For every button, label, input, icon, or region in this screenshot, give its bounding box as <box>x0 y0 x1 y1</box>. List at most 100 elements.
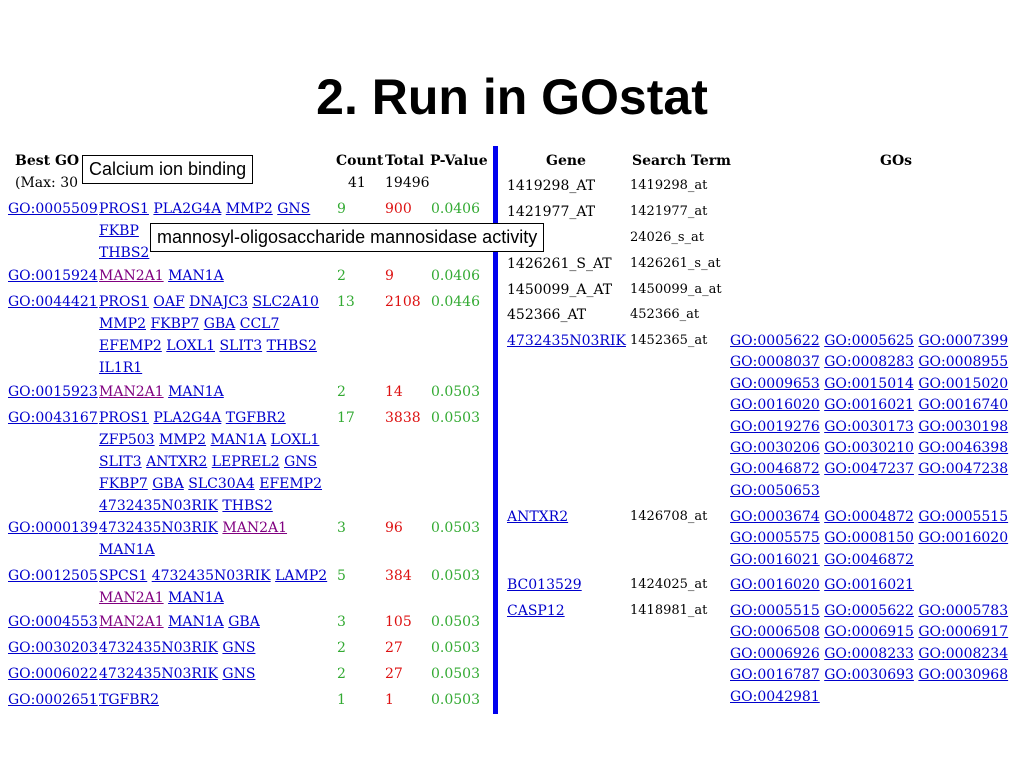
go-term-link[interactable]: GO:0005575 <box>730 530 820 547</box>
gene-link[interactable]: MMP2 <box>99 316 146 332</box>
go-term-link[interactable]: GO:0030210 <box>824 440 914 456</box>
go-term-link[interactable]: GO:0030968 <box>918 667 1009 684</box>
gene-link[interactable]: PLA2G4A <box>153 201 222 217</box>
go-term-link[interactable]: GO:0050653 <box>730 482 820 499</box>
gene-link[interactable]: MAN1A <box>168 614 224 630</box>
go-term-link[interactable]: GO:0016020 <box>918 530 1009 547</box>
gene-link[interactable]: TGFBR2 <box>99 692 159 708</box>
gene-link[interactable]: EFEMP2 <box>99 338 162 354</box>
go-term-link[interactable]: GO:0007399 <box>918 333 1009 349</box>
gene-link[interactable]: FKBP7 <box>150 316 200 332</box>
go-term-link[interactable]: GO:0030693 <box>824 667 914 684</box>
gene-link[interactable]: THBS2 <box>266 338 317 354</box>
gene-link[interactable]: PROS1 <box>99 201 149 217</box>
gene-name[interactable]: 4732435N03RIK <box>507 333 626 349</box>
go-term-link[interactable]: GO:0006917 <box>918 624 1009 641</box>
go-term-link[interactable]: GO:0016021 <box>824 397 914 414</box>
gene-link[interactable]: SLIT3 <box>219 338 263 354</box>
go-term-link[interactable]: GO:0003674 <box>730 509 820 525</box>
gene-name[interactable]: ANTXR2 <box>507 509 569 525</box>
gene-link[interactable]: MAN2A1 <box>99 590 164 606</box>
gene-link[interactable]: 4732435N03RIK <box>99 640 218 656</box>
gene-link[interactable]: SLC2A10 <box>252 294 319 310</box>
gene-name[interactable]: BC013529 <box>507 577 582 593</box>
gene-link[interactable]: TGFBR2 <box>225 410 286 426</box>
gene-link[interactable]: MAN2A1 <box>99 384 164 400</box>
go-term-link[interactable]: GO:0016021 <box>730 551 820 568</box>
go-term-link[interactable]: GO:0005783 <box>918 603 1009 619</box>
gene-link[interactable]: SLIT3 <box>99 454 142 470</box>
go-term-link[interactable]: GO:0006508 <box>730 624 820 641</box>
go-term-link[interactable]: GO:0046872 <box>730 461 820 478</box>
go-term-link[interactable]: GO:0019276 <box>730 418 820 435</box>
gene-link[interactable]: 4732435N03RIK <box>99 666 218 682</box>
gene-link[interactable]: FKBP7 <box>99 476 148 492</box>
go-term-link[interactable]: GO:0030203 <box>8 640 98 656</box>
go-term-link[interactable]: GO:0044421 <box>8 294 98 310</box>
gene-link[interactable]: GBA <box>228 614 260 630</box>
go-term-link[interactable]: GO:0047238 <box>918 461 1009 478</box>
go-term-link[interactable]: GO:0016020 <box>730 397 820 414</box>
gene-link[interactable]: EFEMP2 <box>259 476 323 492</box>
gene-link[interactable]: THBS2 <box>99 245 150 261</box>
gene-link[interactable]: GNS <box>222 640 256 656</box>
gene-link[interactable]: MAN1A <box>210 432 267 448</box>
go-term-link[interactable]: GO:0030206 <box>730 440 820 456</box>
go-term-link[interactable]: GO:0006022 <box>8 666 98 682</box>
gene-link[interactable]: PROS1 <box>99 294 149 310</box>
go-term-link[interactable]: GO:0012505 <box>8 568 98 584</box>
gene-link[interactable]: MAN2A1 <box>222 520 288 536</box>
gene-link[interactable]: 4732435N03RIK <box>151 568 271 584</box>
gene-link[interactable]: DNAJC3 <box>189 294 248 310</box>
go-term-link[interactable]: GO:0016021 <box>824 577 914 593</box>
go-term-link[interactable]: GO:0005515 <box>918 509 1009 525</box>
gene-link[interactable]: ANTXR2 <box>146 454 208 470</box>
go-term-link[interactable]: GO:0006915 <box>824 624 914 641</box>
gene-link[interactable]: LEPREL2 <box>211 454 280 470</box>
go-term-link[interactable]: GO:0008283 <box>824 354 914 371</box>
gene-link[interactable]: MAN2A1 <box>99 614 164 630</box>
go-term-link[interactable]: GO:0016020 <box>730 577 820 593</box>
gene-link[interactable]: LAMP2 <box>275 568 328 584</box>
gene-link[interactable]: THBS2 <box>222 498 273 514</box>
gene-link[interactable]: GBA <box>203 316 236 332</box>
gene-link[interactable]: MAN2A1 <box>99 268 164 284</box>
gene-link[interactable]: LOXL1 <box>166 338 215 354</box>
gene-link[interactable]: PROS1 <box>99 410 149 426</box>
gene-link[interactable]: MAN1A <box>168 384 224 400</box>
go-term-link[interactable]: GO:0004872 <box>824 509 914 525</box>
gene-link[interactable]: GNS <box>277 201 311 217</box>
go-term-link[interactable]: GO:0015020 <box>918 375 1009 392</box>
go-term-link[interactable]: GO:0016787 <box>730 667 820 684</box>
gene-link[interactable]: SLC30A4 <box>188 476 255 492</box>
go-term-link[interactable]: GO:0005509 <box>8 201 98 217</box>
gene-link[interactable]: IL1R1 <box>99 360 143 376</box>
gene-link[interactable]: CCL7 <box>239 316 280 332</box>
go-term-link[interactable]: GO:0015924 <box>8 268 98 284</box>
go-term-link[interactable]: GO:0002651 <box>8 692 98 708</box>
gene-link[interactable]: OAF <box>153 294 185 310</box>
gene-link[interactable]: 4732435N03RIK <box>99 498 218 514</box>
gene-name[interactable]: CASP12 <box>507 603 565 619</box>
go-term-link[interactable]: GO:0004553 <box>8 614 98 630</box>
go-term-link[interactable]: GO:0005622 <box>730 333 820 349</box>
gene-link[interactable]: GNS <box>222 666 256 682</box>
go-term-link[interactable]: GO:0006926 <box>730 645 820 662</box>
gene-link[interactable]: ZFP503 <box>99 432 155 448</box>
go-term-link[interactable]: GO:0000139 <box>8 520 98 536</box>
go-term-link[interactable]: GO:0008955 <box>918 354 1009 371</box>
go-term-link[interactable]: GO:0046398 <box>918 440 1009 456</box>
go-term-link[interactable]: GO:0047237 <box>824 461 914 478</box>
go-term-link[interactable]: GO:0009653 <box>730 375 820 392</box>
go-term-link[interactable]: GO:0015923 <box>8 384 98 400</box>
go-term-link[interactable]: GO:0005622 <box>824 603 914 619</box>
go-term-link[interactable]: GO:0008233 <box>824 645 914 662</box>
gene-link[interactable]: SPCS1 <box>99 568 148 584</box>
gene-link[interactable]: MAN1A <box>168 268 224 284</box>
gene-link[interactable]: GBA <box>152 476 184 492</box>
go-term-link[interactable]: GO:0016740 <box>918 397 1009 414</box>
go-term-link[interactable]: GO:0046872 <box>824 551 914 568</box>
go-term-link[interactable]: GO:0015014 <box>824 375 914 392</box>
gene-link[interactable]: MAN1A <box>168 590 224 606</box>
gene-link[interactable]: LOXL1 <box>270 432 320 448</box>
